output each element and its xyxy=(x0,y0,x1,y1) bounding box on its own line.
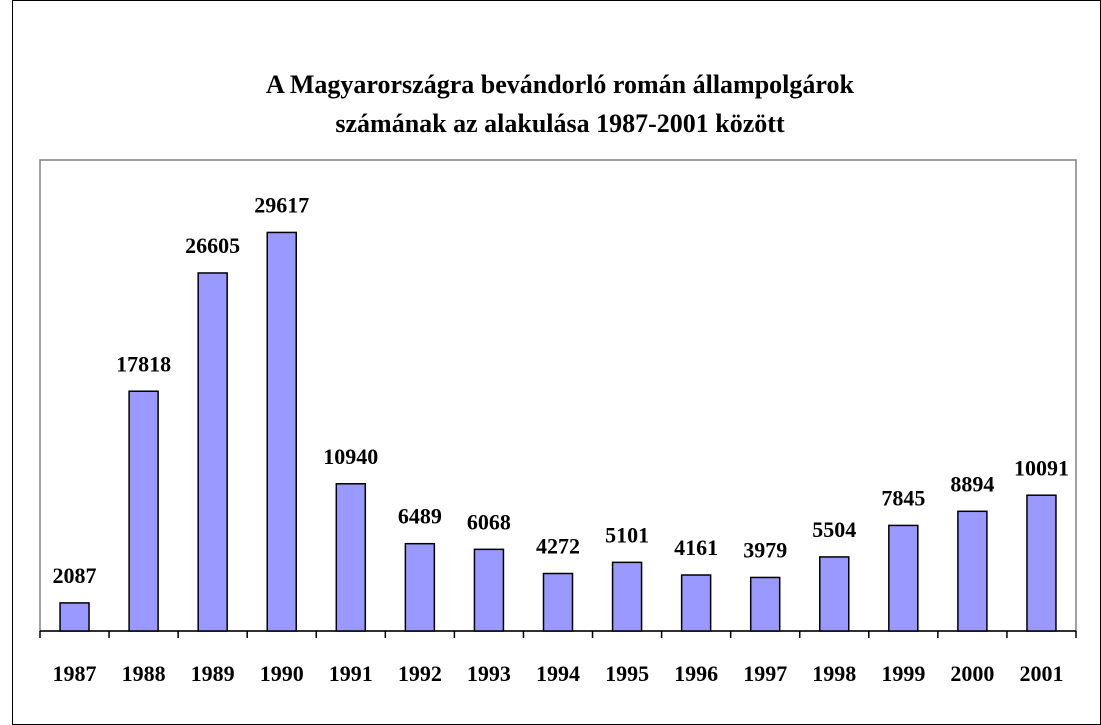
value-label: 5504 xyxy=(812,517,856,542)
bar xyxy=(335,483,367,632)
x-tick-label: 1995 xyxy=(605,661,649,686)
bar xyxy=(1026,494,1057,632)
bar xyxy=(957,510,988,632)
bar xyxy=(197,272,228,632)
x-tick-label: 1997 xyxy=(743,661,787,686)
x-tick-label: 1994 xyxy=(536,661,580,686)
value-label: 26605 xyxy=(185,233,240,258)
bar xyxy=(128,390,159,632)
x-tick-label: 1996 xyxy=(674,661,718,686)
value-label: 6489 xyxy=(398,504,442,529)
x-tick-label: 1998 xyxy=(812,661,856,686)
x-tick-label: 1990 xyxy=(260,661,304,686)
x-tick-label: 1993 xyxy=(467,661,511,686)
bar xyxy=(59,602,90,632)
bar xyxy=(819,556,850,632)
value-label: 4272 xyxy=(536,534,580,559)
value-label: 3979 xyxy=(743,538,787,563)
value-label: 2087 xyxy=(53,563,97,588)
bar xyxy=(266,231,297,632)
bar xyxy=(542,572,574,632)
x-tick-label: 2001 xyxy=(1019,661,1063,686)
x-tick-label: 1991 xyxy=(329,661,373,686)
value-label: 10091 xyxy=(1014,455,1069,480)
chart-title: számának az alakulása 1987-2001 között xyxy=(335,109,785,138)
x-tick-label: 1989 xyxy=(191,661,235,686)
value-label: 29617 xyxy=(254,192,309,217)
value-label: 5101 xyxy=(605,522,649,547)
bar xyxy=(404,542,436,632)
bar xyxy=(749,576,781,632)
value-label: 6068 xyxy=(467,509,511,534)
x-tick-label: 1999 xyxy=(881,661,925,686)
bar xyxy=(888,524,919,632)
value-label: 17818 xyxy=(116,351,171,376)
bar xyxy=(473,548,505,632)
value-label: 4161 xyxy=(674,535,718,560)
value-label: 10940 xyxy=(323,444,378,469)
value-label: 8894 xyxy=(950,471,994,496)
x-tick-label: 1987 xyxy=(53,661,97,686)
x-tick-label: 1992 xyxy=(398,661,442,686)
bar xyxy=(680,574,712,632)
bar xyxy=(611,561,643,632)
value-label: 7845 xyxy=(881,485,925,510)
chart-title: A Magyarországra bevándorló román államp… xyxy=(266,70,854,99)
x-tick-label: 2000 xyxy=(950,661,994,686)
x-tick-label: 1988 xyxy=(122,661,166,686)
